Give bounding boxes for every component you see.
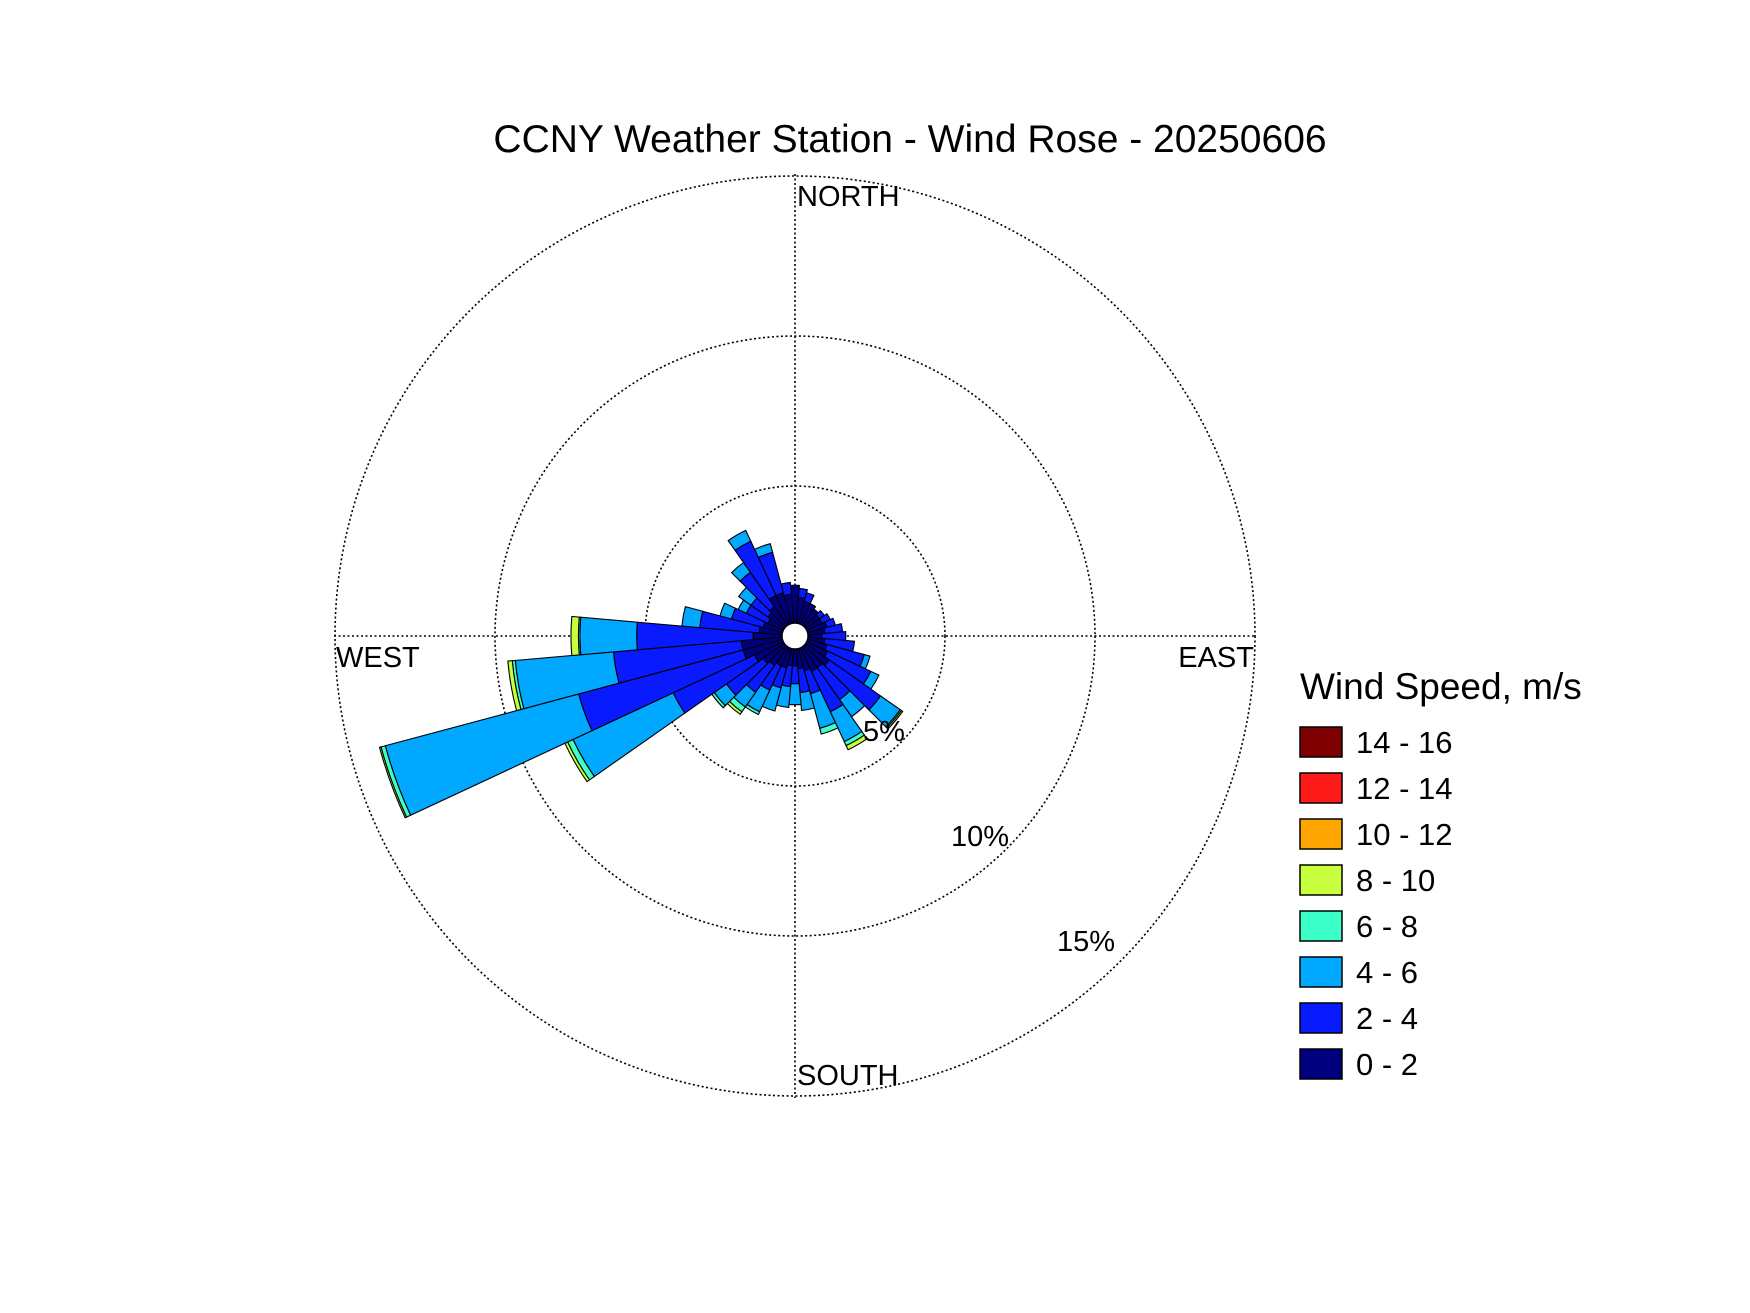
legend-swatch-1 bbox=[1299, 772, 1343, 804]
petal-170-bin-2 bbox=[799, 690, 816, 711]
ring-label-10: 10% bbox=[951, 821, 1009, 853]
petal-350-bin-1 bbox=[780, 581, 792, 597]
calm-marker bbox=[781, 622, 809, 650]
legend-swatch-7 bbox=[1299, 1048, 1343, 1080]
petal-330-bin-2 bbox=[727, 529, 752, 552]
petal-130-bin-4 bbox=[886, 709, 904, 730]
legend-label-6: 2 - 4 bbox=[1356, 1001, 1418, 1036]
petal-layer bbox=[378, 529, 904, 819]
grid-ring-15 bbox=[334, 175, 1256, 1097]
legend-swatch-5 bbox=[1299, 956, 1343, 988]
petal-sector-90 bbox=[794, 630, 847, 642]
direction-label-north: NORTH bbox=[797, 181, 900, 213]
direction-label-south: SOUTH bbox=[797, 1060, 899, 1092]
petal-10-bin-1 bbox=[797, 587, 809, 600]
legend-swatch-3 bbox=[1299, 864, 1343, 896]
petal-260-bin-4 bbox=[507, 660, 522, 712]
chart-title: CCNY Weather Station - Wind Rose - 20250… bbox=[493, 118, 1326, 161]
grid-ring-10 bbox=[494, 335, 1096, 937]
legend-label-3: 8 - 10 bbox=[1356, 863, 1435, 898]
petal-sector-170 bbox=[794, 635, 816, 711]
ring-label-5: 5% bbox=[863, 716, 905, 748]
legend-label-5: 4 - 6 bbox=[1356, 955, 1418, 990]
legend: Wind Speed, m/s 14 - 16 12 - 14 10 - 12 8 -… bbox=[1299, 666, 1582, 1082]
legend-label-2: 10 - 12 bbox=[1356, 817, 1453, 852]
grid-ring-5 bbox=[644, 485, 946, 787]
petal-250-bin-4 bbox=[378, 746, 408, 819]
petal-sector-260 bbox=[507, 635, 796, 712]
petal-280-bin-2 bbox=[681, 605, 704, 629]
ring-label-15: 15% bbox=[1057, 926, 1115, 958]
legend-title: Wind Speed, m/s bbox=[1300, 666, 1582, 707]
legend-label-0: 14 - 16 bbox=[1356, 725, 1453, 760]
petal-sector-250 bbox=[378, 635, 796, 819]
legend-swatch-4 bbox=[1299, 910, 1343, 942]
legend-items: 14 - 16 12 - 14 10 - 12 8 - 10 6 - 8 4 - 6 2 -… bbox=[1299, 725, 1453, 1082]
petal-340-bin-2 bbox=[753, 542, 774, 559]
petal-sector-270 bbox=[570, 615, 796, 657]
petal-150-bin-4 bbox=[845, 734, 868, 751]
petal-20-bin-1 bbox=[803, 592, 815, 605]
petal-290-bin-2 bbox=[719, 602, 737, 620]
legend-swatch-0 bbox=[1299, 726, 1343, 758]
legend-label-4: 6 - 8 bbox=[1356, 909, 1418, 944]
legend-swatch-2 bbox=[1299, 818, 1343, 850]
legend-label-1: 12 - 14 bbox=[1356, 771, 1453, 806]
direction-label-west: WEST bbox=[336, 642, 420, 674]
legend-swatch-6 bbox=[1299, 1002, 1343, 1034]
legend-label-7: 0 - 2 bbox=[1356, 1047, 1418, 1082]
petal-250-bin-2 bbox=[384, 693, 593, 816]
petal-270-bin-2 bbox=[579, 616, 638, 656]
petal-160-bin-3 bbox=[819, 721, 839, 735]
petal-270-bin-4 bbox=[570, 615, 580, 657]
direction-label-east: EAST bbox=[1178, 642, 1254, 674]
